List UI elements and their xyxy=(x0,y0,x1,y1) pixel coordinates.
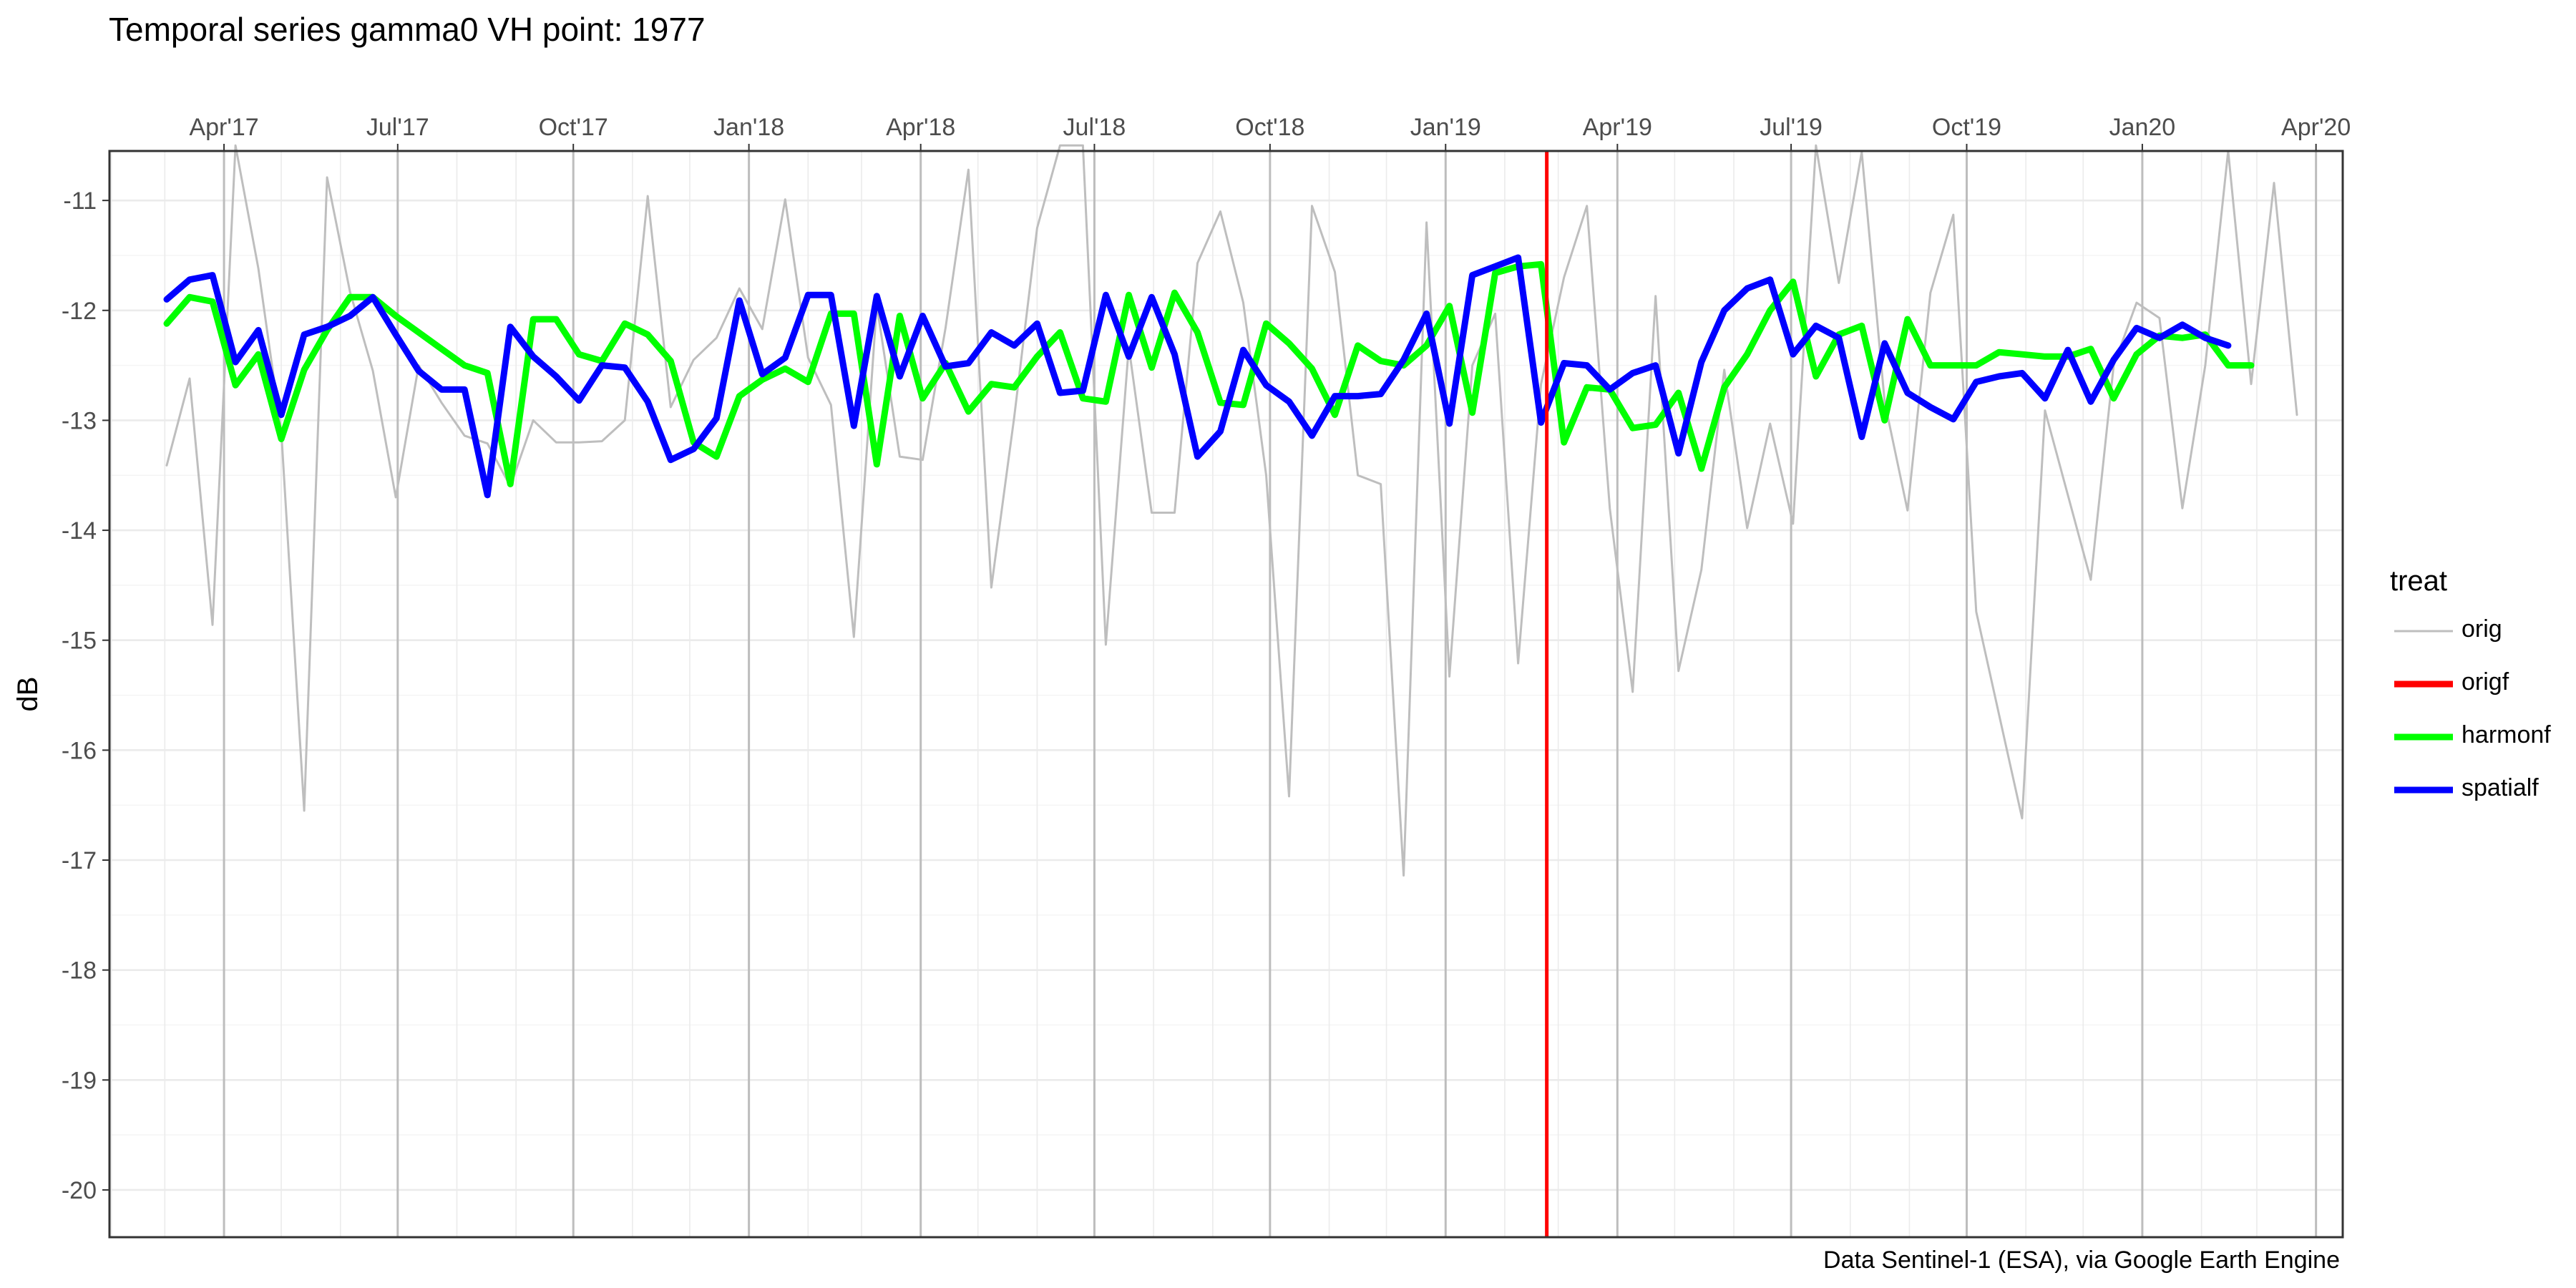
legend-label-harmonf: harmonf xyxy=(2462,721,2551,748)
legend-key-harmonf xyxy=(2394,730,2453,744)
y-tick-label: -20 xyxy=(62,1177,97,1204)
y-tick-label: -15 xyxy=(62,628,97,655)
x-tick-label: Jan'18 xyxy=(713,114,784,141)
legend-item-orig: orig xyxy=(2390,610,2576,653)
x-tick-label: Jul'18 xyxy=(1063,114,1126,141)
y-tick-label: -13 xyxy=(62,407,97,434)
series-layer xyxy=(163,144,2298,877)
x-tick-label: Oct'19 xyxy=(1932,114,2001,141)
y-tick-label: -18 xyxy=(62,957,97,985)
series-line-spatialf xyxy=(163,254,2232,499)
y-tick-label: -14 xyxy=(62,517,97,545)
plot-border xyxy=(108,150,2344,1239)
series-line-orig xyxy=(165,144,2298,877)
y-tick-label: -17 xyxy=(62,847,97,874)
chart-title: Temporal series gamma0 VH point: 1977 xyxy=(109,11,706,48)
y-tick-label: -16 xyxy=(62,737,97,764)
legend-label-origf: origf xyxy=(2462,668,2509,696)
legend: treat orig origf harmonf spatialf xyxy=(2390,565,2562,823)
minor-gridlines xyxy=(109,151,2343,1237)
x-tick-label: Jul'19 xyxy=(1760,114,1823,141)
x-tick-label: Jan'19 xyxy=(1410,114,1481,141)
y-axis-label: dB xyxy=(12,677,44,712)
x-axis-top: Apr'17 Jul'17 Oct'17 Jan'18 Apr'18 Jul'18 Oct'… xyxy=(189,114,2351,151)
x-tick-label: Jan20 xyxy=(2109,114,2176,141)
x-tick-label: Jul'17 xyxy=(366,114,429,141)
legend-key-orig xyxy=(2394,624,2453,638)
legend-item-origf: origf xyxy=(2390,663,2576,706)
legend-item-spatialf: spatialf xyxy=(2390,769,2576,811)
x-tick-label: Apr'18 xyxy=(886,114,955,141)
legend-title: treat xyxy=(2390,565,2448,597)
y-axis: -11 -12 -13 -14 -15 -16 -17 -18 -19 -20 xyxy=(62,187,109,1204)
legend-label-orig: orig xyxy=(2462,615,2502,643)
x-tick-label: Oct'18 xyxy=(1235,114,1304,141)
y-tick-label: -11 xyxy=(63,187,97,215)
series-line-harmonf xyxy=(163,260,2255,487)
x-tick-label: Apr'17 xyxy=(189,114,258,141)
major-gridlines xyxy=(109,151,2343,1237)
y-tick-label: -19 xyxy=(62,1067,97,1094)
chart-caption: Data Sentinel-1 (ESA), via Google Earth … xyxy=(1823,1246,2340,1274)
x-tick-label: Apr'19 xyxy=(1583,114,1652,141)
legend-item-harmonf: harmonf xyxy=(2390,716,2576,758)
legend-key-spatialf xyxy=(2394,783,2453,797)
x-tick-label: Oct'17 xyxy=(539,114,608,141)
x-tick-label: Apr'20 xyxy=(2281,114,2351,141)
legend-key-origf xyxy=(2394,677,2453,691)
y-tick-label: -12 xyxy=(62,298,97,325)
legend-label-spatialf: spatialf xyxy=(2462,774,2539,801)
